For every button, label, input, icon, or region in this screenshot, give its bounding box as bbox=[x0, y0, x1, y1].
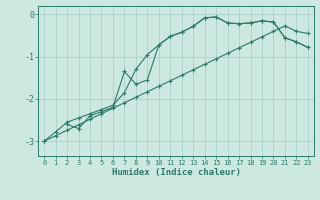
X-axis label: Humidex (Indice chaleur): Humidex (Indice chaleur) bbox=[111, 168, 241, 177]
